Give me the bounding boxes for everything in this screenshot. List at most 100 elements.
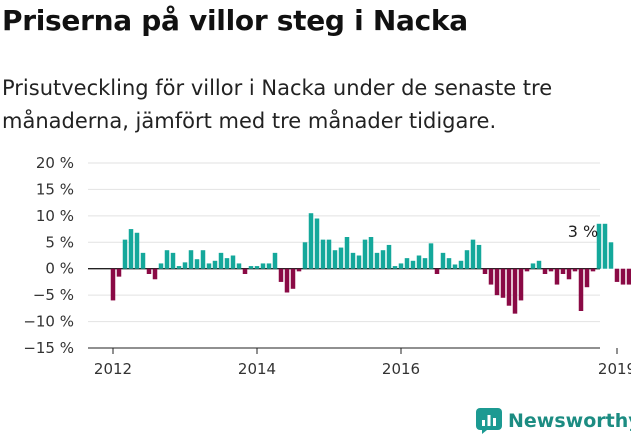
bar bbox=[188, 250, 194, 269]
bar bbox=[452, 264, 458, 269]
bar bbox=[128, 229, 134, 269]
bar bbox=[542, 268, 548, 274]
bar bbox=[422, 258, 428, 269]
bar bbox=[614, 268, 620, 282]
bar bbox=[446, 258, 452, 269]
bar bbox=[302, 242, 308, 269]
bar bbox=[416, 255, 422, 269]
bar bbox=[284, 268, 290, 293]
bar bbox=[476, 244, 482, 269]
latest-value-label: 3 % bbox=[568, 222, 598, 241]
bar bbox=[254, 266, 260, 269]
bar bbox=[242, 268, 248, 274]
bar bbox=[512, 268, 518, 314]
bar bbox=[134, 232, 140, 269]
bar-chart: 20 % 15 % 10 % 5 % 0 % −5 % −10 % −15 % 2012 201… bbox=[23, 154, 631, 378]
bar bbox=[290, 268, 296, 289]
bar bbox=[440, 252, 446, 269]
bar bbox=[350, 252, 356, 269]
bar bbox=[572, 268, 578, 272]
bar bbox=[296, 268, 302, 272]
bar bbox=[584, 268, 590, 288]
bar bbox=[248, 266, 254, 269]
bar bbox=[332, 250, 338, 269]
bar bbox=[458, 260, 464, 269]
y-tick-label: 5 % bbox=[45, 233, 74, 251]
bar bbox=[620, 268, 626, 285]
bar bbox=[224, 258, 230, 269]
bar bbox=[470, 239, 476, 269]
bar bbox=[608, 242, 614, 269]
bar bbox=[260, 263, 266, 269]
bar bbox=[218, 252, 224, 269]
bar bbox=[266, 263, 272, 269]
bar bbox=[566, 268, 572, 280]
bar bbox=[308, 213, 314, 269]
bar bbox=[386, 244, 392, 269]
bar bbox=[464, 250, 470, 269]
bar bbox=[374, 252, 380, 269]
chart-subtitle: Prisutveckling för villor i Nacka under … bbox=[2, 76, 553, 133]
bar bbox=[236, 263, 242, 269]
bar bbox=[158, 263, 164, 269]
bar bbox=[590, 268, 596, 272]
bars bbox=[110, 213, 631, 314]
bar bbox=[518, 268, 524, 301]
y-axis-labels: 20 % 15 % 10 % 5 % 0 % −5 % −10 % −15 % bbox=[23, 154, 74, 357]
bar bbox=[428, 243, 434, 269]
bar bbox=[560, 268, 566, 274]
bar bbox=[368, 237, 374, 269]
bar bbox=[314, 218, 320, 269]
x-axis: 2012201420162019202120232025 bbox=[88, 347, 631, 378]
chart-title: Priserna på villor steg i Nacka bbox=[2, 4, 468, 37]
bar bbox=[536, 260, 542, 269]
y-tick-label: 0 % bbox=[45, 260, 74, 278]
bar bbox=[398, 263, 404, 269]
bar bbox=[200, 250, 206, 269]
bar bbox=[434, 268, 440, 274]
bar bbox=[116, 268, 122, 277]
x-tick-label: 2016 bbox=[382, 360, 420, 378]
bar bbox=[212, 260, 218, 269]
bar bbox=[548, 268, 554, 272]
bar bbox=[554, 268, 560, 285]
bar bbox=[494, 268, 500, 296]
bar bbox=[410, 260, 416, 269]
y-tick-label: −5 % bbox=[33, 286, 74, 304]
bar bbox=[110, 268, 116, 301]
bar bbox=[272, 252, 278, 269]
bar bbox=[530, 263, 536, 269]
bar bbox=[380, 250, 386, 269]
bar bbox=[488, 268, 494, 285]
bar bbox=[596, 223, 602, 269]
bar bbox=[122, 239, 128, 269]
bar bbox=[320, 239, 326, 269]
bar bbox=[578, 268, 584, 311]
bar bbox=[524, 268, 530, 272]
bar bbox=[482, 268, 488, 274]
bar bbox=[404, 258, 410, 269]
y-tick-label: 15 % bbox=[36, 180, 74, 198]
bar bbox=[602, 223, 608, 269]
x-tick-label: 2012 bbox=[94, 360, 132, 378]
bar bbox=[626, 268, 631, 285]
bar bbox=[176, 266, 182, 269]
bar bbox=[152, 268, 158, 280]
bar bbox=[146, 268, 152, 274]
bar bbox=[194, 259, 200, 269]
y-tick-label: −10 % bbox=[23, 313, 74, 331]
bar bbox=[392, 266, 398, 269]
bar bbox=[500, 268, 506, 298]
x-tick-label: 2014 bbox=[238, 360, 276, 378]
bar bbox=[506, 268, 512, 306]
x-tick-label: 2019 bbox=[598, 360, 631, 378]
bar bbox=[338, 247, 344, 269]
bar bbox=[326, 239, 332, 269]
y-tick-label: 20 % bbox=[36, 154, 74, 172]
newsworthy-logo-icon bbox=[476, 408, 502, 434]
bar bbox=[362, 239, 368, 269]
bar bbox=[344, 237, 350, 269]
bar bbox=[170, 252, 176, 269]
bar bbox=[164, 250, 170, 269]
bar bbox=[356, 255, 362, 269]
